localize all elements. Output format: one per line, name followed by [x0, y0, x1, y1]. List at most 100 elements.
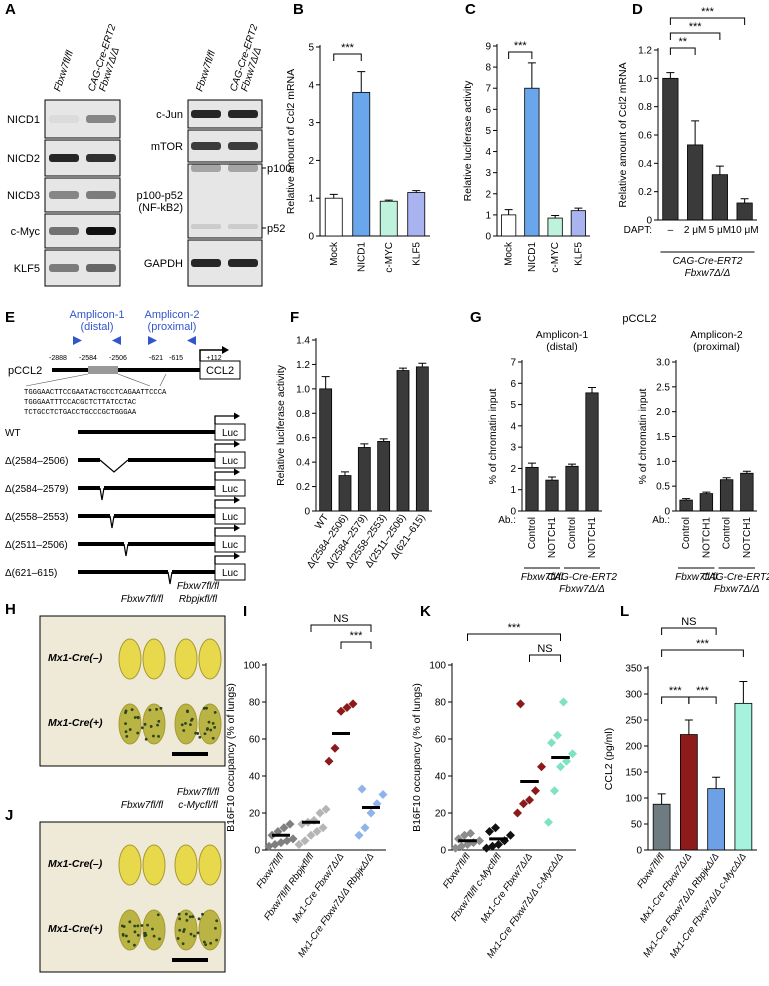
y-tick-label: 0.5 [656, 482, 670, 493]
lung [198, 703, 222, 745]
data-point [516, 699, 525, 709]
data-point [513, 808, 522, 818]
bar [707, 788, 725, 851]
bar [570, 210, 586, 237]
column-label: Fbxw7fl/fl [177, 787, 220, 798]
bar [545, 479, 559, 512]
significance-label: *** [350, 630, 364, 642]
metastasis [205, 728, 209, 731]
metastasis [136, 933, 140, 937]
y-tick-label: 100 [625, 794, 642, 805]
significance-label: NS [333, 613, 348, 625]
significance-label: *** [701, 6, 715, 18]
metastasis [144, 737, 148, 741]
panel-letter: L [620, 603, 629, 620]
metastasis [156, 913, 160, 917]
amplicon-label: (proximal) [148, 321, 197, 333]
significance-bracket [669, 17, 746, 25]
x-tick-label: c-MYC [550, 242, 561, 273]
significance-label: ** [678, 36, 687, 48]
band [49, 154, 79, 162]
data-point [494, 839, 503, 849]
y-tick-label: 80 [435, 698, 447, 709]
bar [524, 87, 540, 237]
y-tick-label: 80 [249, 698, 261, 709]
position-label: -615 [169, 355, 183, 362]
metastasis [191, 915, 195, 918]
position-label: -2506 [109, 355, 127, 362]
metastasis [125, 934, 128, 938]
y-axis-label: Relative amount of Ccl2 mRNA [617, 62, 629, 207]
lung [142, 638, 166, 680]
metastasis [197, 917, 201, 921]
y-tick-label: 0 [646, 216, 652, 227]
error-bar [548, 476, 556, 481]
significance-bracket [688, 696, 717, 704]
metastasis [196, 732, 200, 735]
bar [319, 388, 333, 512]
data-point [547, 738, 556, 748]
group-label: Fbxw7fl/fl [675, 572, 718, 583]
y-tick-label: 1 [485, 210, 491, 221]
significance-bracket [661, 696, 690, 704]
y-tick-label: 1.5 [656, 432, 670, 443]
metastasis [133, 943, 136, 947]
data-point [294, 839, 304, 849]
y-tick-label: 0 [664, 507, 670, 518]
y-tick-label: 1 [308, 194, 314, 205]
metastasis [151, 927, 154, 931]
lung [142, 909, 166, 951]
arrowhead [234, 524, 240, 532]
bar [407, 192, 426, 237]
metastasis [203, 940, 206, 944]
y-tick-label: 1.4 [296, 336, 310, 347]
data-point [357, 784, 367, 794]
band [86, 154, 116, 162]
error-bar [528, 462, 536, 468]
bar [324, 197, 343, 237]
reporter-box [214, 507, 246, 525]
data-point [315, 808, 325, 818]
x-tick-label: 2 μM [684, 225, 706, 236]
group-label: Fbxw7Δ/Δ [559, 584, 605, 595]
error-bar [684, 719, 693, 735]
gene-box [199, 360, 241, 380]
band [86, 264, 116, 272]
column-label: Fbxw7fl/fl [52, 49, 76, 93]
construct-label: Δ(2511–2506) [5, 540, 68, 551]
panel-letter: C [465, 1, 476, 18]
tss-arrow [214, 471, 234, 480]
suptitle: pCCL2 [622, 313, 656, 325]
metastasis [152, 734, 155, 738]
row-label: Mx1-Cre(–) [48, 652, 103, 664]
data-point [366, 808, 376, 818]
y-tick-label: 8 [485, 63, 491, 74]
metastasis [140, 726, 144, 730]
y-tick-label: 7 [485, 84, 491, 95]
metastasis [188, 915, 192, 919]
row-label: GAPDH [144, 258, 183, 270]
lung [198, 844, 222, 886]
band [191, 110, 221, 118]
significance-label: *** [696, 638, 710, 650]
panel-letter: I [243, 603, 247, 620]
bar [711, 174, 728, 221]
metastasis [198, 735, 202, 739]
row-label: NICD1 [7, 114, 40, 126]
metastasis [127, 940, 131, 943]
reporter-label: Luc [222, 428, 238, 439]
x-tick-label: KLF5 [411, 242, 422, 266]
scale-bar [172, 958, 208, 962]
bar [501, 214, 517, 237]
metastasis [205, 706, 208, 710]
y-axis-label: % of chromatin input [637, 389, 649, 485]
sequence-line: TGGGAATTTCCACGCTCTTATCCTAC [24, 399, 137, 407]
data-point [336, 706, 346, 716]
lung [198, 638, 222, 680]
metastasis [136, 924, 140, 928]
y-tick-label: 3 [510, 443, 516, 454]
metastasis [190, 717, 194, 721]
metastasis [186, 710, 189, 714]
blot [44, 99, 121, 139]
metastasis [184, 912, 188, 916]
